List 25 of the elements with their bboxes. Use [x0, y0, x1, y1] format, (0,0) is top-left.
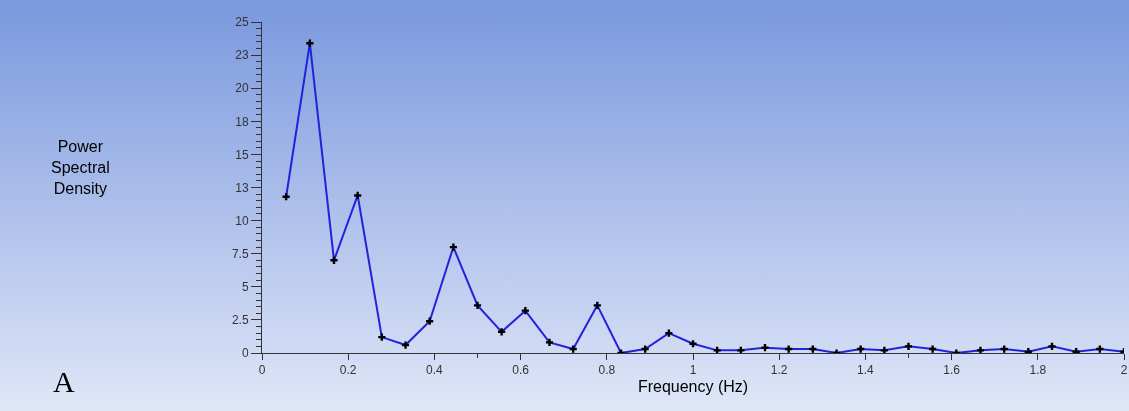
y-tick-label: 5 [241, 280, 249, 294]
y-tick-label: 18 [235, 114, 249, 129]
y-tick-label: 13 [235, 180, 249, 195]
x-tick-label: 0.2 [339, 363, 357, 378]
x-tick-label: 0.6 [512, 363, 530, 378]
y-tick-label: 0 [241, 346, 249, 361]
y-tick-label: 10 [235, 213, 249, 228]
y-tick-label: 7.5 [231, 246, 249, 261]
y-tick-label: 2.5 [231, 313, 249, 328]
x-tick-label: 1.2 [770, 363, 788, 378]
y-tick-label: 20 [235, 81, 249, 96]
text: Power Spectral Density [51, 138, 110, 197]
x-tick-label: 1.6 [943, 363, 961, 378]
x-axis-title: Frequency (Hz) [637, 378, 749, 396]
x-tick-label: 0.4 [426, 363, 444, 378]
x-tick-label: 1.4 [857, 363, 875, 378]
y-tick-label: 25 [235, 15, 249, 30]
x-tick-label: 1 [689, 363, 697, 378]
y-tick-label: 23 [235, 48, 249, 63]
text: A [53, 365, 75, 398]
y-tick-label: 15 [235, 147, 249, 162]
x-tick-label: 1.8 [1029, 363, 1047, 378]
x-tick-label: 0.8 [598, 363, 616, 378]
x-tick-label: 0 [258, 363, 266, 378]
x-tick-label: 2 [1120, 363, 1128, 378]
